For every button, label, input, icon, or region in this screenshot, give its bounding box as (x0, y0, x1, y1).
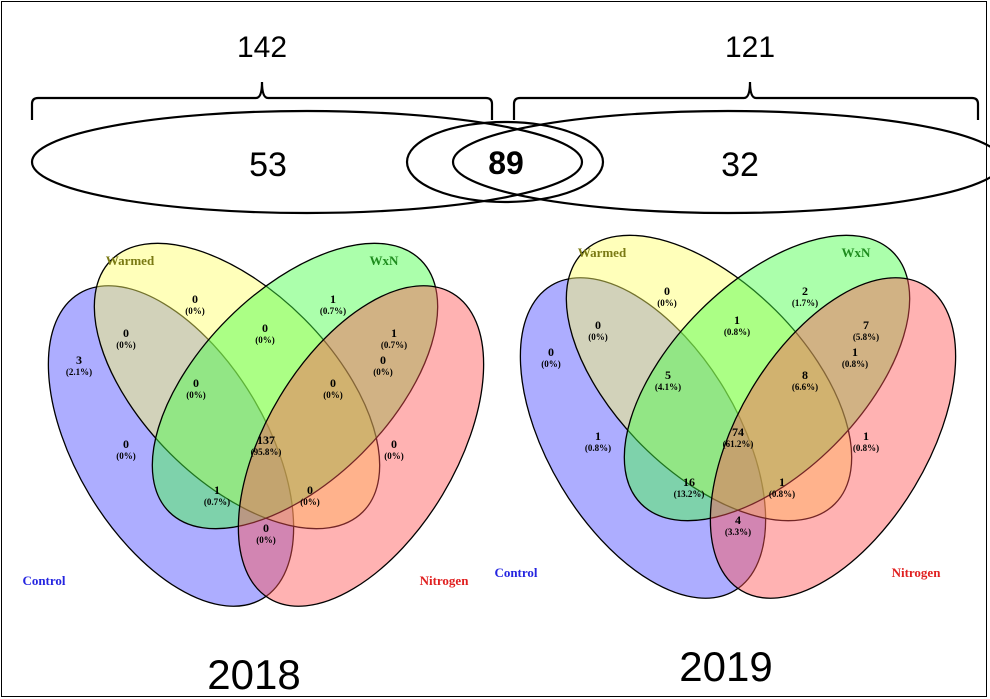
control-set-ellipse (47, 285, 295, 607)
wxn-set-label: WxN (842, 245, 872, 260)
region-cx-percent: (0%) (116, 451, 136, 461)
region-wxn-percent: (6.6%) (792, 382, 818, 392)
left-brace (30, 81, 494, 120)
warmed-set-label: Warmed (578, 245, 627, 260)
wxn-set-ellipse (151, 242, 439, 530)
region-w_only-count: 0 (664, 284, 670, 298)
region-cn-count: 0 (263, 521, 269, 535)
region-cxn-percent: (13.2%) (674, 489, 705, 499)
wxn-set-ellipse (623, 234, 911, 522)
year-label: 2018 (207, 651, 300, 698)
region-x_only-percent: (1.7%) (792, 298, 818, 308)
region-wn-percent: (0.8%) (853, 443, 879, 453)
region-cwn-count: 1 (779, 475, 785, 489)
region-cx-count: 1 (595, 429, 601, 443)
region-wxn-count: 0 (330, 376, 336, 390)
region-all-percent: (61.2%) (723, 439, 754, 449)
region-wx-percent: (0%) (255, 335, 275, 345)
region-cwx-percent: (0%) (186, 390, 206, 400)
region-cwx-percent: (4.1%) (655, 382, 681, 392)
region-cn-percent: (3.3%) (725, 527, 751, 537)
right-only-count: 32 (721, 146, 759, 184)
region-cx-count: 0 (123, 437, 129, 451)
region-cwx-count: 0 (193, 376, 199, 390)
region-n_only-percent: (0.8%) (842, 359, 868, 369)
warmed-set-ellipse (93, 242, 381, 530)
region-cwn-percent: (0%) (300, 497, 320, 507)
shared-ellipse (405, 120, 605, 204)
region-c_only-percent: (0%) (541, 359, 561, 369)
region-cw-count: 0 (123, 326, 129, 340)
region-wx-count: 1 (734, 313, 740, 327)
region-all-count: 74 (732, 425, 744, 439)
region-cw-count: 0 (595, 318, 601, 332)
control-set-ellipse (519, 277, 767, 599)
region-n_only-count: 1 (852, 345, 858, 359)
region-c_only-count: 0 (548, 345, 554, 359)
region-xn-percent: (0.7%) (381, 340, 407, 350)
region-x_only-count: 1 (330, 292, 336, 306)
warmed-set-label: Warmed (106, 253, 155, 268)
region-wn-count: 1 (863, 429, 869, 443)
nitrogen-set-label: Nitrogen (420, 573, 470, 588)
region-x_only-percent: (0.7%) (320, 306, 346, 316)
region-cwn-percent: (0.8%) (769, 489, 795, 499)
region-wn-percent: (0%) (384, 451, 404, 461)
right-set-ellipse (451, 109, 990, 215)
nitrogen-set-ellipse (237, 285, 485, 607)
control-set-label: Control (22, 573, 65, 588)
control-set-label: Control (494, 565, 537, 580)
region-cx-percent: (0.8%) (585, 443, 611, 453)
region-x_only-count: 2 (802, 284, 808, 298)
left-set-ellipse (30, 109, 584, 215)
right-total-label: 121 (725, 31, 775, 64)
nitrogen-set-label: Nitrogen (892, 565, 942, 580)
region-all-count: 137 (257, 433, 275, 447)
region-xn-count: 7 (863, 318, 869, 332)
left-total-label: 142 (237, 31, 287, 64)
region-wx-count: 0 (262, 321, 268, 335)
region-w_only-percent: (0%) (185, 306, 205, 316)
region-cn-percent: (0%) (256, 535, 276, 545)
region-n_only-percent: (0%) (373, 367, 393, 377)
left-only-count: 53 (249, 146, 287, 184)
region-wxn-count: 8 (802, 368, 808, 382)
year-label: 2019 (679, 643, 772, 690)
region-n_only-count: 0 (380, 353, 386, 367)
region-c_only-percent: (2.1%) (66, 367, 92, 377)
region-wx-percent: (0.8%) (724, 327, 750, 337)
region-wn-count: 0 (391, 437, 397, 451)
region-xn-count: 1 (391, 326, 397, 340)
region-cwn-count: 0 (307, 483, 313, 497)
region-cwx-count: 5 (665, 368, 671, 382)
region-xn-percent: (5.8%) (853, 332, 879, 342)
region-cw-percent: (0%) (116, 340, 136, 350)
region-w_only-count: 0 (192, 292, 198, 306)
region-wxn-percent: (0%) (323, 390, 343, 400)
right-brace (512, 81, 980, 120)
wxn-set-label: WxN (370, 253, 400, 268)
nitrogen-set-ellipse (709, 277, 957, 599)
shared-count: 89 (488, 145, 524, 181)
region-cn-count: 4 (735, 513, 741, 527)
region-cw-percent: (0%) (588, 332, 608, 342)
top-overview: 142 121 53 89 32 (30, 31, 990, 215)
region-all-percent: (95.8%) (251, 447, 282, 457)
warmed-set-ellipse (565, 234, 853, 522)
region-w_only-percent: (0%) (657, 298, 677, 308)
region-cxn-percent: (0.7%) (204, 497, 230, 507)
region-c_only-count: 3 (76, 353, 82, 367)
region-cxn-count: 1 (214, 483, 220, 497)
region-cxn-count: 16 (683, 475, 695, 489)
